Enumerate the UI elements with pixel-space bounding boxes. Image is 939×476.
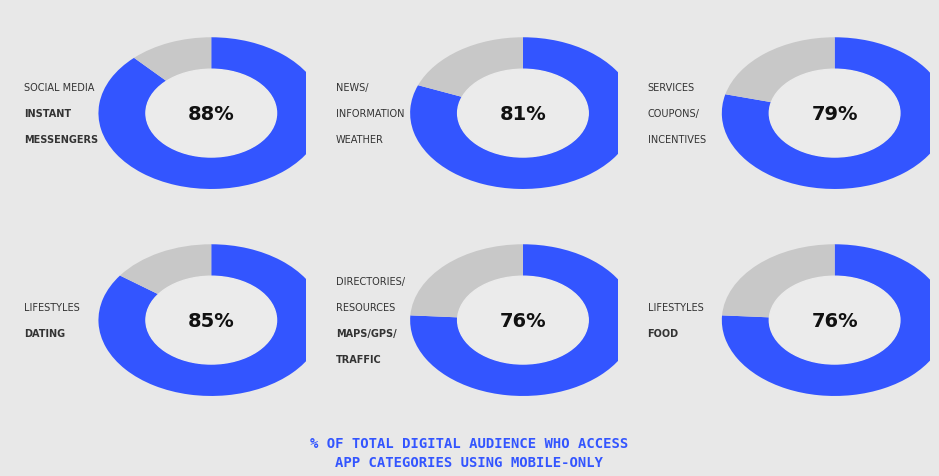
Text: 76%: 76%	[500, 311, 546, 330]
Wedge shape	[722, 38, 939, 189]
Wedge shape	[120, 245, 211, 295]
Text: 76%: 76%	[811, 311, 858, 330]
Circle shape	[769, 70, 900, 158]
Circle shape	[769, 277, 900, 364]
Text: FOOD: FOOD	[648, 328, 679, 338]
Text: INCENTIVES: INCENTIVES	[648, 135, 706, 145]
Text: NEWS/: NEWS/	[336, 83, 368, 93]
Text: 85%: 85%	[188, 311, 235, 330]
Wedge shape	[722, 245, 939, 396]
Wedge shape	[410, 245, 523, 317]
Circle shape	[146, 277, 277, 364]
Text: TRAFFIC: TRAFFIC	[336, 354, 381, 364]
Text: SERVICES: SERVICES	[648, 83, 695, 93]
Wedge shape	[99, 38, 324, 189]
Wedge shape	[722, 245, 835, 317]
Text: SOCIAL MEDIA: SOCIAL MEDIA	[24, 83, 95, 93]
Wedge shape	[410, 245, 636, 396]
Wedge shape	[410, 38, 636, 189]
Text: 79%: 79%	[811, 104, 858, 123]
Text: % OF TOTAL DIGITAL AUDIENCE WHO ACCESS: % OF TOTAL DIGITAL AUDIENCE WHO ACCESS	[311, 436, 628, 450]
Text: LIFESTYLES: LIFESTYLES	[24, 303, 80, 312]
Text: INFORMATION: INFORMATION	[336, 109, 405, 119]
Text: APP CATEGORIES USING MOBILE-ONLY: APP CATEGORIES USING MOBILE-ONLY	[335, 456, 604, 469]
Text: MAPS/GPS/: MAPS/GPS/	[336, 328, 396, 338]
Wedge shape	[99, 245, 324, 396]
Text: DATING: DATING	[24, 328, 66, 338]
Circle shape	[457, 277, 588, 364]
Text: COUPONS/: COUPONS/	[648, 109, 700, 119]
Text: LIFESTYLES: LIFESTYLES	[648, 303, 703, 312]
Circle shape	[146, 70, 277, 158]
Text: INSTANT: INSTANT	[24, 109, 71, 119]
Wedge shape	[134, 38, 211, 82]
Text: MESSENGERS: MESSENGERS	[24, 135, 99, 145]
Text: WEATHER: WEATHER	[336, 135, 384, 145]
Text: 81%: 81%	[500, 104, 546, 123]
Wedge shape	[418, 38, 523, 98]
Text: RESOURCES: RESOURCES	[336, 303, 395, 312]
Circle shape	[457, 70, 588, 158]
Text: 88%: 88%	[188, 104, 235, 123]
Text: DIRECTORIES/: DIRECTORIES/	[336, 277, 405, 287]
Wedge shape	[725, 38, 835, 103]
